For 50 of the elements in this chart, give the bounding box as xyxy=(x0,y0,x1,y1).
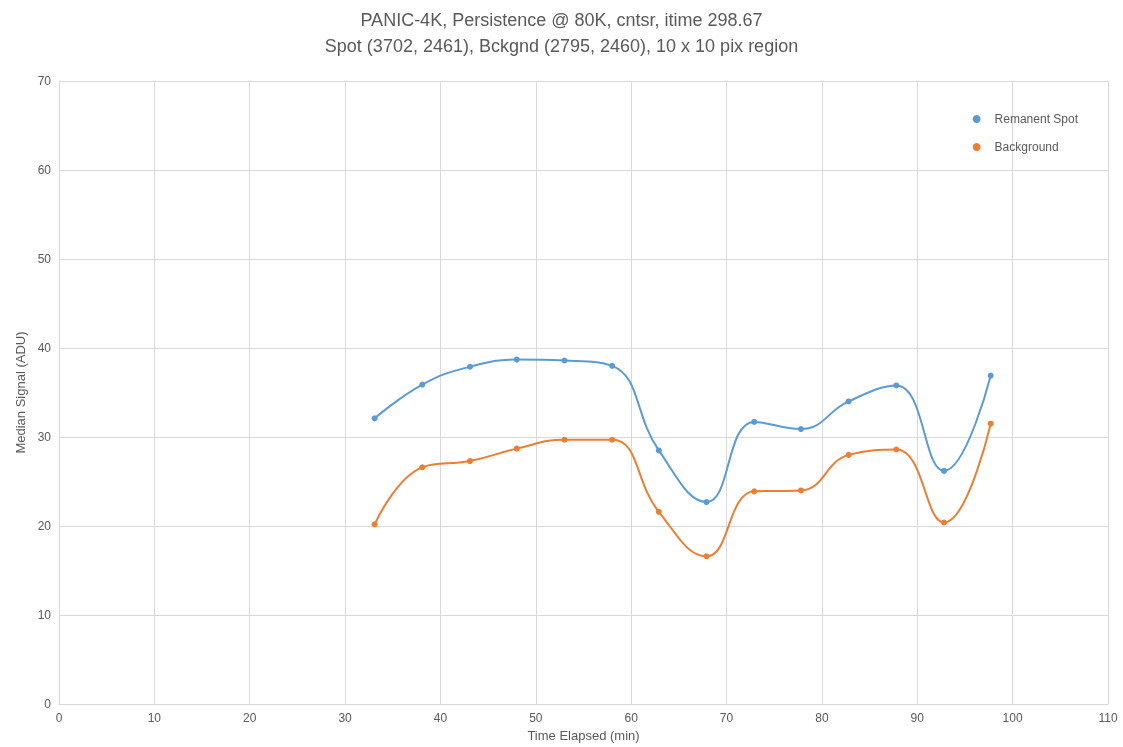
legend-label: Remanent Spot xyxy=(994,112,1079,126)
point xyxy=(655,447,662,454)
x-tick-label: 110 xyxy=(1098,711,1118,726)
point xyxy=(845,451,852,458)
point xyxy=(655,508,662,515)
point xyxy=(513,356,520,363)
y-tick-label: 40 xyxy=(37,341,52,356)
x-tick-label: 40 xyxy=(433,711,448,726)
point xyxy=(609,362,616,369)
x-tick-label: 100 xyxy=(1002,711,1023,726)
y-tick-label: 20 xyxy=(37,519,52,534)
x-tick-label: 0 xyxy=(55,711,63,726)
y-tick-label: 10 xyxy=(37,608,52,623)
point xyxy=(703,499,710,506)
y-tick-label: 50 xyxy=(37,252,52,267)
point xyxy=(845,398,852,405)
point xyxy=(751,488,758,495)
point xyxy=(940,519,947,526)
y-tick-label: 70 xyxy=(37,74,52,88)
point xyxy=(561,357,568,364)
point xyxy=(467,458,474,465)
point xyxy=(751,418,758,425)
y-tick-label: 60 xyxy=(37,163,52,178)
x-tick-label: 60 xyxy=(624,711,639,726)
x-axis-title: Time Elapsed (min) xyxy=(527,728,640,743)
chart-title: PANIC-4K, Persistence @ 80K, cntsr, itime 298.67 xyxy=(360,10,763,30)
point xyxy=(987,420,994,427)
y-axis-title: Median Signal (ADU) xyxy=(12,331,28,454)
legend-label: Background xyxy=(994,140,1059,154)
y-tick-label: 30 xyxy=(37,430,52,445)
x-tick-label: 90 xyxy=(910,711,925,726)
point xyxy=(609,436,616,443)
point xyxy=(940,467,947,474)
y-tick-label: 0 xyxy=(44,697,52,712)
point xyxy=(561,436,568,443)
x-tick-label: 70 xyxy=(719,711,734,726)
chart-subtitle: Spot (3702, 2461), Bckgnd (2795, 2460), 10 x 10 pix region xyxy=(324,36,799,56)
point xyxy=(797,487,804,494)
point xyxy=(371,521,378,528)
point xyxy=(797,426,804,433)
point xyxy=(467,363,474,370)
point xyxy=(419,464,426,471)
x-tick-label: 10 xyxy=(147,711,162,726)
point xyxy=(513,445,520,452)
point xyxy=(371,415,378,422)
x-tick-label: 20 xyxy=(243,711,257,726)
x-tick-label: 50 xyxy=(529,711,543,726)
x-tick-label: 30 xyxy=(338,711,353,726)
x-tick-label: 80 xyxy=(815,711,829,726)
point xyxy=(987,372,994,379)
